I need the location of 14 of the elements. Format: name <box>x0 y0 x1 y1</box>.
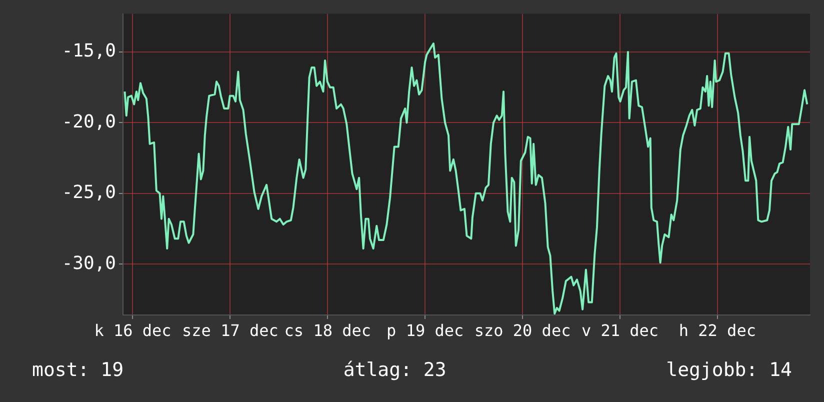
x-tick-label: p 19 dec <box>386 320 464 340</box>
x-tick-label: szo 20 dec <box>474 320 571 340</box>
x-tick-label: h 22 dec <box>678 320 756 340</box>
y-tick-label: -15,0 <box>62 40 116 62</box>
text: legjobb: 14 <box>666 359 792 381</box>
text: most: 19 <box>32 359 124 381</box>
y-tick-label: -25,0 <box>62 182 116 204</box>
x-tick-label: v 21 dec <box>581 320 659 340</box>
y-tick-label: -30,0 <box>62 252 116 274</box>
x-tick-label: k 16 dec <box>94 320 172 340</box>
text: átlag: 23 <box>343 359 446 381</box>
x-tick-label: cs 18 dec <box>284 320 371 340</box>
x-tick-label: sze 17 dec <box>182 320 278 340</box>
y-tick-label: -20,0 <box>62 111 116 132</box>
